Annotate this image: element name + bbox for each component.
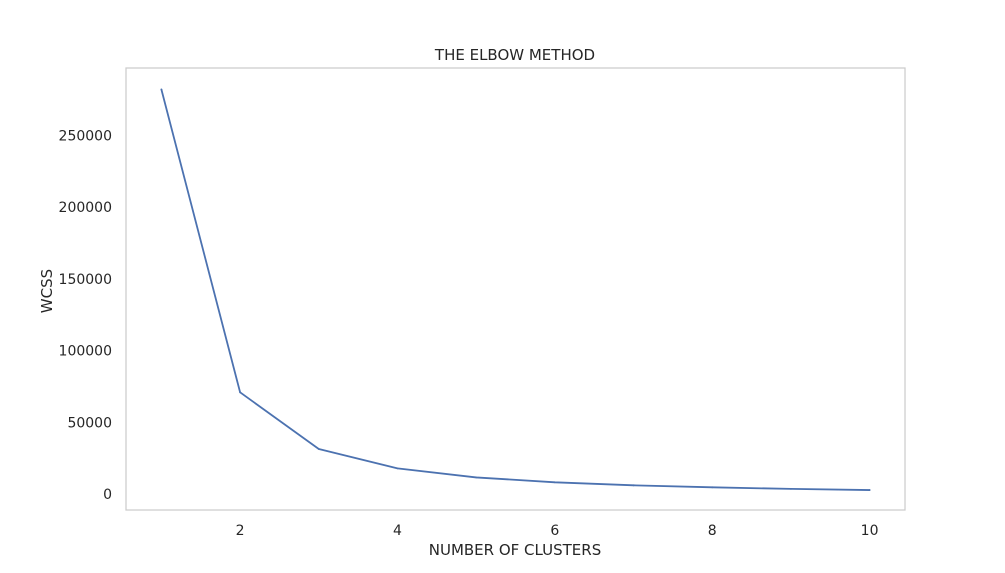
y-tick-label: 50000 <box>67 415 112 431</box>
series-line <box>160 88 871 491</box>
y-tick-label: 150000 <box>59 272 112 288</box>
data-point <box>553 481 556 484</box>
data-point <box>475 476 478 479</box>
data-point <box>396 467 399 470</box>
x-tick-label: 8 <box>708 523 717 539</box>
y-tick-label: 200000 <box>59 200 112 216</box>
y-axis-label: WCSS <box>38 269 56 313</box>
y-tick-label: 100000 <box>59 344 112 360</box>
data-point <box>868 489 871 491</box>
data-point <box>239 391 242 394</box>
y-axis-ticks: 0 50000 100000 150000 200000 250000 <box>59 128 112 503</box>
x-tick-label: 10 <box>861 523 879 539</box>
y-tick-label: 250000 <box>59 128 112 144</box>
data-point <box>632 484 635 487</box>
series-layer <box>160 88 871 491</box>
data-point <box>317 448 320 450</box>
plot-area <box>125 67 906 511</box>
x-tick-label: 2 <box>236 523 245 539</box>
x-axis-label: NUMBER OF CLUSTERS <box>429 541 601 559</box>
x-tick-label: 6 <box>550 523 559 539</box>
y-tick-label: 0 <box>103 487 112 503</box>
x-tick-label: 4 <box>393 523 402 539</box>
chart-title: THE ELBOW METHOD <box>434 46 595 64</box>
data-point <box>160 88 163 91</box>
data-point <box>790 488 792 490</box>
data-point <box>711 486 714 489</box>
x-axis-ticks: 2 4 6 8 10 <box>236 523 879 539</box>
